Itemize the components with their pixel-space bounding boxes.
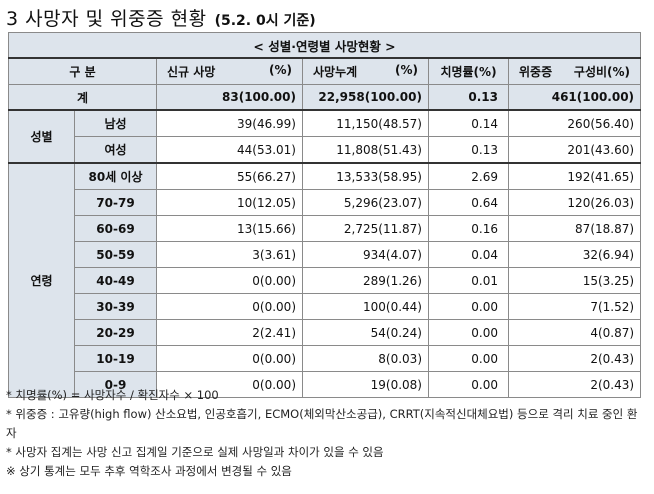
cell-fatality: 0.04 xyxy=(428,241,509,268)
cell-fatality: 0.00 xyxy=(428,371,509,398)
cell-cum: 11,808(51.43) xyxy=(302,136,429,164)
cell-critical: 32(6.94) xyxy=(507,241,642,268)
header-cum-deaths: 사망누계 (%) xyxy=(302,57,429,85)
cell-fatality: 0.14 xyxy=(428,109,509,137)
cell-fatality: 0.16 xyxy=(428,215,509,242)
cell-fatality: 2.69 xyxy=(428,162,509,190)
title-date: (5.2. 0시 기준) xyxy=(214,13,316,29)
table-row: 0-9 0(0.00) 19(0.08) 0.00 2(0.43) xyxy=(9,371,642,398)
cell-fatality: 0.00 xyxy=(428,319,509,346)
table-row: 40-49 0(0.00) 289(1.26) 0.01 15(3.25) xyxy=(9,267,642,294)
cell-cum: 13,533(58.95) xyxy=(302,162,429,190)
cell-cum: 19(0.08) xyxy=(302,371,429,398)
cell-new: 55(66.27) xyxy=(156,162,303,190)
cell-cum: 8(0.03) xyxy=(302,345,429,372)
cell-critical: 201(43.60) xyxy=(507,136,642,164)
cell-new: 39(46.99) xyxy=(156,109,303,137)
table-caption: < 성별·연령별 사망현황 > xyxy=(7,32,642,59)
table-row: 70-79 10(12.05) 5,296(23.07) 0.64 120(26… xyxy=(9,189,642,216)
table-row: 여성 44(53.01) 11,808(51.43) 0.13 201(43.6… xyxy=(9,136,642,164)
row-label: 0-9 xyxy=(74,371,157,398)
group-age-label: 연령 xyxy=(8,162,75,398)
header-cum-deaths-label: 사망누계 xyxy=(313,65,358,79)
footnote-fatality: * 치명률(%) = 사망자수 / 확진자수 × 100 xyxy=(6,388,219,402)
cell-critical: 192(41.65) xyxy=(507,162,642,190)
cell-fatality: 0.01 xyxy=(428,267,509,294)
footnote-reporting: * 사망자 집계는 사망 신고 집계일 기준으로 실제 사망일과 차이가 있을 … xyxy=(6,445,384,459)
header-critical-label: 위중증 xyxy=(519,65,553,79)
cell-new: 0(0.00) xyxy=(156,267,303,294)
row-label: 10-19 xyxy=(74,345,157,372)
table-header-row: 구 분 신규 사망 (%) 사망누계 (%) 치명률(%) 위중증 구성비(%) xyxy=(8,57,642,85)
footnote-revision: ※ 상기 통계는 모두 추후 역학조사 과정에서 변경될 수 있음 xyxy=(6,464,292,478)
table-row: 60-69 13(15.66) 2,725(11.87) 0.16 87(18.… xyxy=(9,215,642,242)
row-label: 남성 xyxy=(74,109,157,137)
total-new: 83(100.00) xyxy=(156,84,303,111)
cell-cum: 289(1.26) xyxy=(302,267,429,294)
cell-new: 2(2.41) xyxy=(156,319,303,346)
table-row: 성별 남성 39(46.99) 11,150(48.57) 0.14 260(5… xyxy=(8,109,642,164)
row-label: 20-29 xyxy=(74,319,157,346)
cell-critical: 4(0.87) xyxy=(507,319,642,346)
cell-new: 0(0.00) xyxy=(156,371,303,398)
cell-new: 3(3.61) xyxy=(156,241,303,268)
row-label: 70-79 xyxy=(74,189,157,216)
table-caption-row: < 성별·연령별 사망현황 > xyxy=(7,32,642,59)
table-row: 30-39 0(0.00) 100(0.44) 0.00 7(1.52) xyxy=(9,293,642,320)
total-cum: 22,958(100.00) xyxy=(302,84,429,111)
row-label: 80세 이상 xyxy=(74,162,157,190)
death-statistics-table: < 성별·연령별 사망현황 > 구 분 신규 사망 (%) 사망누계 (%) 치명률… xyxy=(7,32,642,398)
cell-cum: 11,150(48.57) xyxy=(302,109,429,137)
cell-critical: 120(26.03) xyxy=(507,189,642,216)
row-label: 40-49 xyxy=(74,267,157,294)
cell-cum: 5,296(23.07) xyxy=(302,189,429,216)
header-cum-deaths-unit: (%) xyxy=(395,63,418,77)
table-row: 20-29 2(2.41) 54(0.24) 0.00 4(0.87) xyxy=(9,319,642,346)
table-row: 10-19 0(0.00) 8(0.03) 0.00 2(0.43) xyxy=(9,345,642,372)
cell-new: 44(53.01) xyxy=(156,136,303,164)
header-fatality: 치명률(%) xyxy=(428,57,509,85)
table-row: 연령 80세 이상 55(66.27) 13,533(58.95) 2.69 1… xyxy=(8,162,642,398)
cell-new: 10(12.05) xyxy=(156,189,303,216)
header-new-deaths-unit: (%) xyxy=(269,63,292,77)
cell-new: 0(0.00) xyxy=(156,345,303,372)
cell-fatality: 0.00 xyxy=(428,293,509,320)
row-label: 여성 xyxy=(74,136,157,164)
header-critical: 위중증 구성비(%) xyxy=(507,57,642,85)
cell-cum: 54(0.24) xyxy=(302,319,429,346)
cell-critical: 87(18.87) xyxy=(507,215,642,242)
total-row: 계 83(100.00) 22,958(100.00) 0.13 461(100… xyxy=(8,84,642,111)
cell-critical: 2(0.43) xyxy=(507,371,642,398)
total-critical: 461(100.00) xyxy=(507,84,642,111)
cell-critical: 7(1.52) xyxy=(507,293,642,320)
total-label: 계 xyxy=(8,84,157,111)
page-title: 3 사망자 및 위중증 현황 (5.2. 0시 기준) xyxy=(6,4,316,30)
title-main: 3 사망자 및 위중증 현황 xyxy=(6,8,207,30)
row-label: 30-39 xyxy=(74,293,157,320)
cell-cum: 100(0.44) xyxy=(302,293,429,320)
cell-critical: 15(3.25) xyxy=(507,267,642,294)
group-sex-label: 성별 xyxy=(8,109,75,164)
header-category: 구 분 xyxy=(8,57,157,85)
total-fatality: 0.13 xyxy=(428,84,509,111)
cell-critical: 260(56.40) xyxy=(507,109,642,137)
table-row: 50-59 3(3.61) 934(4.07) 0.04 32(6.94) xyxy=(9,241,642,268)
cell-new: 13(15.66) xyxy=(156,215,303,242)
row-label: 60-69 xyxy=(74,215,157,242)
header-critical-ratio: 구성비(%) xyxy=(573,65,631,79)
header-new-deaths-label: 신규 사망 xyxy=(167,65,216,79)
row-label: 50-59 xyxy=(74,241,157,268)
cell-critical: 2(0.43) xyxy=(507,345,642,372)
footnotes: * 치명률(%) = 사망자수 / 확진자수 × 100 * 위중증 : 고유량… xyxy=(6,386,646,481)
cell-cum: 2,725(11.87) xyxy=(302,215,429,242)
cell-fatality: 0.00 xyxy=(428,345,509,372)
footnote-critical: * 위중증 : 고유량(high flow) 산소요법, 인공호흡기, ECMO… xyxy=(6,407,638,440)
cell-fatality: 0.13 xyxy=(428,136,509,164)
cell-new: 0(0.00) xyxy=(156,293,303,320)
header-new-deaths: 신규 사망 (%) xyxy=(156,57,303,85)
cell-cum: 934(4.07) xyxy=(302,241,429,268)
cell-fatality: 0.64 xyxy=(428,189,509,216)
